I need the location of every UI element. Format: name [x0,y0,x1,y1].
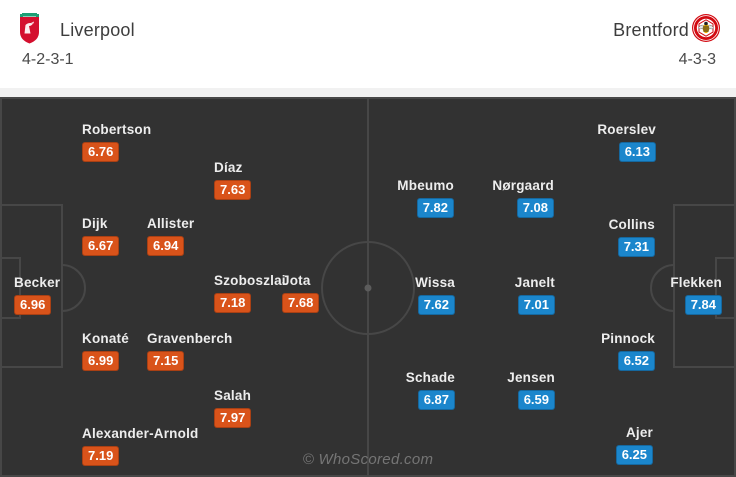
player-rating-badge: 7.97 [214,408,252,428]
player-name: Janelt [514,275,555,290]
player-janelt[interactable]: Janelt 7.01 [515,276,555,315]
player-rating-badge: 7.62 [417,295,455,315]
player-rating-badge: 7.01 [517,295,555,315]
player-mbeumo[interactable]: Mbeumo 7.82 [397,179,454,218]
match-header: Liverpool Brentford 4-2-3-1 4-3-3 [0,0,736,97]
player-name: Nørgaard [492,178,554,193]
player-rating-badge: 6.59 [517,390,555,410]
player-rating-badge: 7.84 [684,295,722,315]
player-rating-badge: 7.18 [214,293,252,313]
whoscored-watermark: © WhoScored.com [302,451,434,468]
player-name: Roerslev [597,122,656,137]
player-name: Mbeumo [397,178,454,193]
player-name: Schade [405,370,455,385]
player-name: Flekken [670,275,722,290]
player-name: Alexander-Arnold [82,426,199,441]
pitch-markings [0,97,736,477]
player-rating-badge: 7.08 [516,198,554,218]
player-name: Pinnock [601,331,655,346]
pitch: Becker 6.96 Robertson 6.76 Dijk 6.67 Allister 6… [0,97,736,477]
player-norgaard[interactable]: Nørgaard 7.08 [492,179,554,218]
player-rating-badge: 6.96 [14,295,52,315]
player-rating-badge: 6.67 [82,236,120,256]
player-dijk[interactable]: Dijk 6.67 [82,216,120,256]
player-name: Robertson [82,122,152,137]
home-team-name: Liverpool [60,20,135,40]
player-name: Díaz [214,160,243,175]
player-name: Konaté [82,331,129,346]
away-team-name: Brentford [613,20,689,40]
player-name: Jota [282,273,311,288]
away-formation: 4-3-3 [678,51,716,68]
player-name: Collins [608,217,655,232]
player-schade[interactable]: Schade 6.87 [406,371,455,410]
player-rating-badge: 6.99 [82,351,120,371]
player-robertson[interactable]: Robertson 6.76 [82,123,151,162]
player-wissa[interactable]: Wissa 7.62 [415,276,455,315]
player-becker[interactable]: Becker 6.96 [14,276,60,315]
player-flekken[interactable]: Flekken 7.84 [670,276,722,315]
player-rating-badge: 6.76 [82,142,120,162]
player-name: Jensen [507,370,555,385]
player-name: Dijk [82,216,108,231]
player-rating-badge: 7.19 [82,446,120,466]
brentford-crest-icon [692,14,720,42]
player-name: Gravenberch [147,331,233,346]
player-jensen[interactable]: Jensen 6.59 [507,371,555,410]
player-name: Salah [214,388,252,403]
player-roerslev[interactable]: Roerslev 6.13 [597,123,656,162]
player-rating-badge: 6.87 [417,390,455,410]
home-formation: 4-2-3-1 [22,51,74,68]
player-rating-badge: 6.52 [617,351,655,371]
player-rating-badge: 6.13 [618,142,656,162]
player-allister[interactable]: Allister 6.94 [147,217,194,256]
player-rating-badge: 7.15 [147,351,185,371]
liverpool-crest-icon [20,13,39,44]
player-rating-badge: 7.82 [416,198,454,218]
player-rating-badge: 7.31 [617,237,655,257]
player-alexander-arnold[interactable]: Alexander-Arnold 7.19 [82,427,198,466]
player-ajer[interactable]: Ajer 6.25 [615,425,653,465]
player-salah[interactable]: Salah 7.97 [214,388,252,428]
player-name: Ajer [625,425,653,440]
player-rating-badge: 6.94 [147,236,185,256]
player-collins[interactable]: Collins 7.31 [609,218,655,257]
player-pinnock[interactable]: Pinnock 6.52 [601,332,655,371]
player-name: Szoboszlai [214,273,286,288]
player-rating-badge: 7.68 [282,293,320,313]
player-name: Wissa [415,275,455,290]
player-rating-badge: 6.25 [615,445,653,465]
player-konate[interactable]: Konaté 6.99 [82,332,129,371]
player-name: Becker [14,275,61,290]
player-jota[interactable]: Jota 7.68 [282,273,320,313]
player-name: Allister [147,216,195,231]
player-diaz[interactable]: Díaz 7.63 [214,160,252,200]
player-gravenberch[interactable]: Gravenberch 7.15 [147,332,233,371]
player-szoboszlai[interactable]: Szoboszlai 7.18 [214,274,286,313]
player-rating-badge: 7.63 [214,180,252,200]
